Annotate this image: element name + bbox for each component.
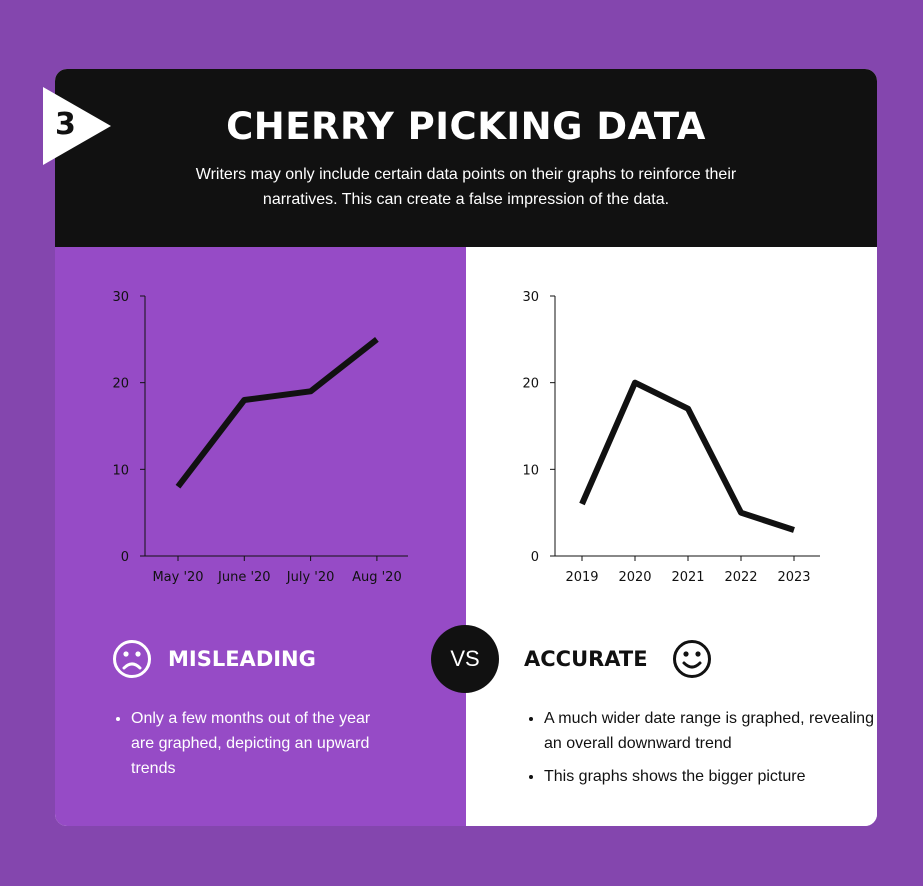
infographic-card: CHERRY PICKING DATA Writers may only inc… (55, 69, 877, 826)
y-tick-label: 0 (531, 550, 539, 565)
y-tick-label: 10 (522, 463, 539, 478)
y-tick-label: 10 (112, 463, 129, 478)
triangle-badge-icon (43, 87, 111, 165)
y-tick-label: 30 (522, 290, 539, 305)
x-tick-label: 2021 (671, 570, 704, 585)
y-tick-label: 20 (112, 377, 129, 392)
accurate-heading: ACCURATE (524, 647, 648, 671)
misleading-heading: MISLEADING (168, 647, 316, 671)
list-item: A much wider date range is graphed, reve… (544, 706, 874, 756)
page-title: CHERRY PICKING DATA (226, 105, 706, 148)
x-tick-label: 2019 (565, 570, 598, 585)
list-item: This graphs shows the bigger picture (544, 764, 874, 789)
x-tick-label: 2020 (618, 570, 651, 585)
step-number: 3 (55, 107, 76, 142)
vs-badge: VS (431, 625, 499, 693)
x-tick-label: July '20 (286, 570, 335, 585)
step-badge: 3 (43, 87, 113, 165)
accurate-panel (466, 247, 877, 826)
y-tick-label: 30 (112, 290, 129, 305)
x-tick-label: 2023 (777, 570, 810, 585)
series-line (579, 379, 795, 533)
series-line (175, 336, 379, 489)
x-tick-label: 2022 (724, 570, 757, 585)
list-item: Only a few months out of the year are gr… (131, 706, 391, 781)
misleading-bullets: Only a few months out of the year are gr… (111, 706, 391, 789)
x-tick-label: June '20 (217, 570, 271, 585)
header: CHERRY PICKING DATA Writers may only inc… (55, 69, 877, 247)
sad-face-icon (113, 640, 151, 678)
page-subtitle: Writers may only include certain data po… (195, 166, 737, 208)
accurate-bullets: A much wider date range is graphed, reve… (524, 706, 874, 797)
misleading-panel (55, 247, 466, 826)
smiley-face-icon (673, 640, 711, 678)
y-tick-label: 0 (121, 550, 129, 565)
x-tick-label: Aug '20 (352, 570, 402, 585)
x-tick-label: May '20 (152, 570, 203, 585)
y-tick-label: 20 (522, 377, 539, 392)
